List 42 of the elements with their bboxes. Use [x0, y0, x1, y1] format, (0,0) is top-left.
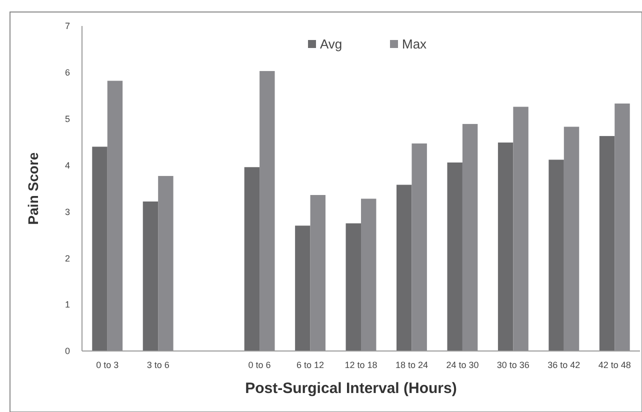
- bar: [142, 202, 158, 351]
- x-tick-label: 36 to 42: [548, 360, 580, 370]
- legend-label: Avg: [320, 36, 342, 52]
- x-tick-label: 24 to 30: [446, 360, 479, 370]
- x-tick-label: 12 to 18: [344, 360, 378, 370]
- bar: [158, 176, 174, 351]
- bar: [614, 104, 630, 351]
- y-tick-label: 3: [64, 206, 70, 217]
- bar: [361, 198, 376, 351]
- bar: [244, 167, 260, 351]
- y-tick-label: 6: [64, 68, 70, 78]
- y-tick-label: 4: [64, 160, 70, 170]
- x-tick-label: 42 to 48: [598, 360, 631, 370]
- x-tick-label: 0 to 3: [96, 360, 119, 370]
- bar: [310, 195, 326, 351]
- bar: [447, 162, 462, 351]
- bar: [92, 146, 108, 351]
- x-tick-label: 6 to 12: [296, 360, 324, 370]
- bar: [548, 160, 564, 351]
- bar: [295, 226, 310, 351]
- y-tick-label: 0: [64, 346, 70, 356]
- bar: [260, 71, 275, 351]
- bar: [462, 124, 478, 351]
- x-tick-label: 18 to 24: [395, 360, 428, 370]
- y-axis-title: Pain Score: [25, 152, 41, 225]
- x-tick-label: 3 to 6: [146, 360, 170, 370]
- y-tick-label: 1: [64, 300, 70, 310]
- y-tick-label: 7: [64, 21, 70, 32]
- bar: [412, 143, 427, 351]
- x-tick-label: 30 to 36: [496, 360, 530, 370]
- legend-label: Max: [402, 36, 428, 52]
- bar: [599, 136, 615, 351]
- bar: [498, 142, 514, 351]
- bar: [564, 126, 580, 351]
- x-tick-label: 0 to 6: [248, 360, 271, 370]
- bar: [107, 80, 123, 351]
- y-tick-label: 5: [64, 114, 70, 124]
- x-axis-title: Post-Surgical Interval (Hours): [245, 380, 457, 397]
- bar: [346, 223, 361, 351]
- bar: [513, 106, 528, 351]
- bar: [396, 184, 412, 351]
- y-tick-label: 2: [64, 253, 70, 264]
